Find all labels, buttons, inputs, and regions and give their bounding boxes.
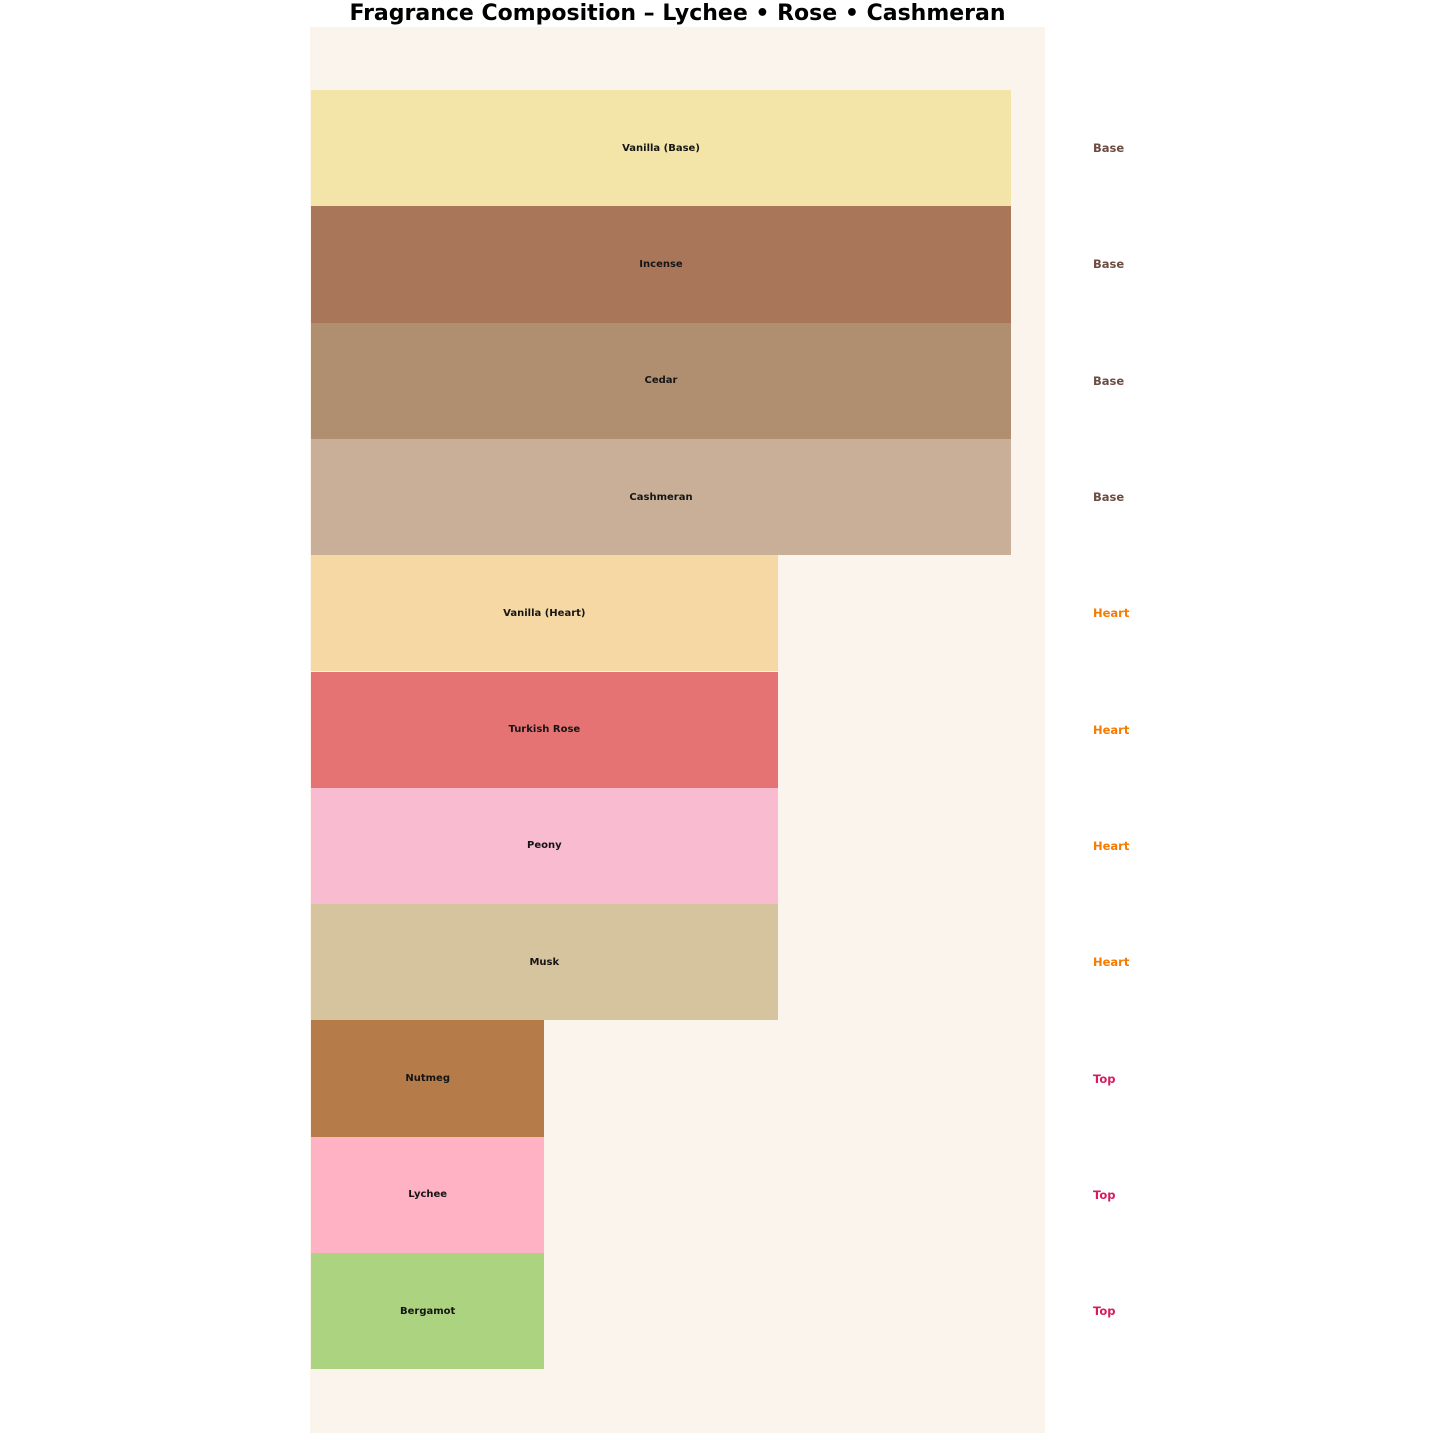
group-label-base-2: Base bbox=[1093, 373, 1125, 388]
bar-cedar: Cedar bbox=[311, 322, 1011, 439]
group-label-base-0: Base bbox=[1093, 141, 1125, 156]
bar-musk: Musk bbox=[311, 904, 778, 1021]
bar-label-turkish-rose: Turkish Rose bbox=[508, 724, 581, 736]
bar-label-cedar: Cedar bbox=[644, 375, 678, 387]
group-label-heart-4: Heart bbox=[1093, 606, 1130, 621]
bar-lychee: Lychee bbox=[311, 1136, 545, 1253]
bar-label-incense: Incense bbox=[639, 258, 683, 270]
bar-nutmeg: Nutmeg bbox=[311, 1020, 545, 1137]
group-label-heart-5: Heart bbox=[1093, 722, 1130, 737]
group-label-top-10: Top bbox=[1093, 1304, 1116, 1319]
bar-cashmeran: Cashmeran bbox=[311, 438, 1011, 556]
bar-label-vanilla-heart: Vanilla (Heart) bbox=[503, 607, 586, 619]
plot-area: Vanilla (Base) Incense Cedar Cashmeran Vanil… bbox=[310, 27, 1045, 1433]
bar-turkish-rose: Turkish Rose bbox=[311, 671, 778, 788]
bar-peony: Peony bbox=[311, 787, 778, 905]
bar-incense: Incense bbox=[311, 206, 1011, 323]
bar-label-cashmeran: Cashmeran bbox=[629, 491, 693, 503]
group-label-heart-7: Heart bbox=[1093, 955, 1130, 970]
bar-label-bergamot: Bergamot bbox=[400, 1305, 456, 1317]
chart-title: Fragrance Composition – Lychee • Rose • … bbox=[349, 1, 1006, 26]
bar-bergamot: Bergamot bbox=[311, 1253, 545, 1370]
group-label-base-3: Base bbox=[1093, 490, 1125, 505]
bar-vanilla-heart: Vanilla (Heart) bbox=[311, 555, 778, 672]
bar-vanilla-base: Vanilla (Base) bbox=[311, 90, 1011, 207]
group-label-top-8: Top bbox=[1093, 1071, 1116, 1086]
bar-label-vanilla-base: Vanilla (Base) bbox=[622, 142, 700, 154]
bar-label-musk: Musk bbox=[529, 956, 560, 968]
bar-label-lychee: Lychee bbox=[408, 1189, 448, 1201]
bar-label-peony: Peony bbox=[527, 840, 562, 852]
group-label-top-9: Top bbox=[1093, 1187, 1116, 1202]
group-label-heart-6: Heart bbox=[1093, 838, 1130, 853]
group-label-base-1: Base bbox=[1093, 257, 1125, 272]
bar-label-nutmeg: Nutmeg bbox=[405, 1073, 450, 1085]
